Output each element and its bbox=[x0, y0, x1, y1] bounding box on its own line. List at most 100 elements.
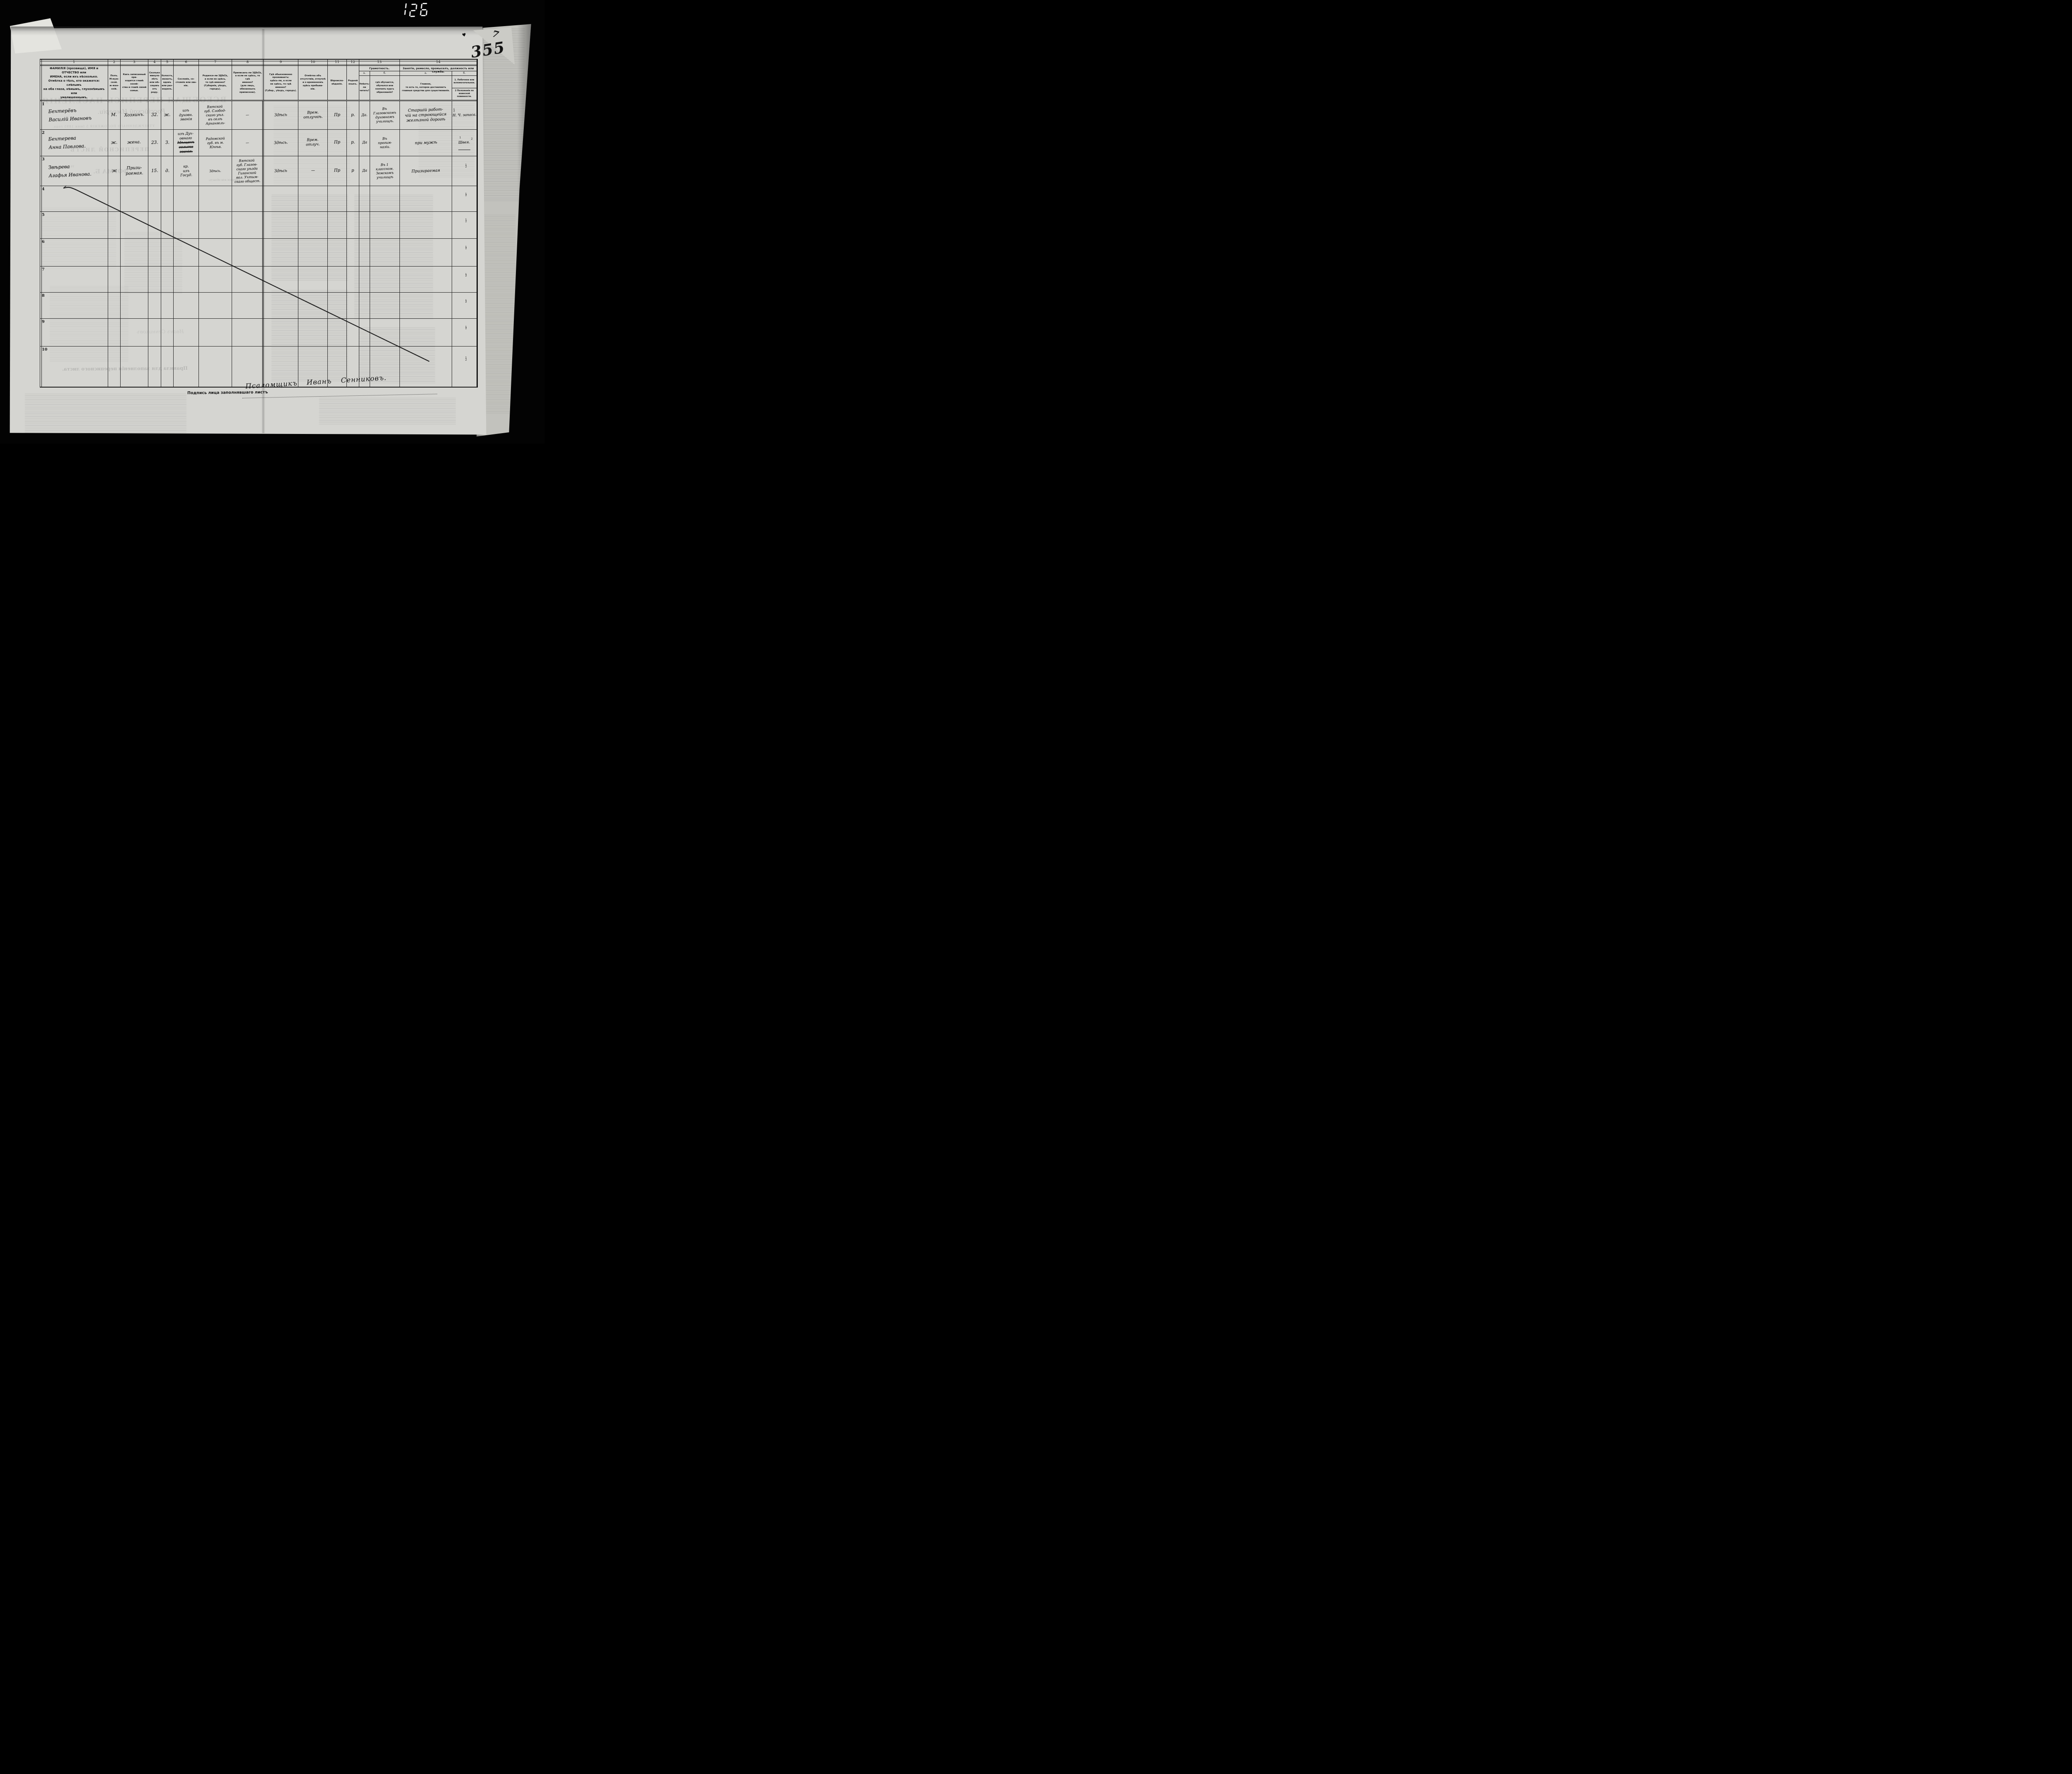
table-row-2: 2 Бехтерева Анна Павлова. ж. жена. 23. З. изъ … bbox=[40, 130, 477, 156]
counter-digit bbox=[398, 2, 407, 16]
header-col-c12: 12 Родной языкъ. bbox=[347, 60, 359, 100]
row-1-c9: Здѣсь bbox=[264, 101, 298, 129]
row-4-c1: 4 bbox=[40, 186, 108, 211]
row-number: 1 bbox=[42, 102, 45, 107]
row-10-c6 bbox=[174, 347, 199, 387]
row-3-c13b: Въ 1 классном. Земскомъ училищѣ bbox=[370, 156, 400, 186]
row-4-c13a bbox=[359, 186, 370, 211]
column-heading: Отмѣтка объ отсутствіи, отлучкѣ и о врем… bbox=[300, 75, 326, 90]
row-7-c7 bbox=[199, 267, 232, 292]
handwritten-entry: р. bbox=[351, 112, 355, 117]
handwritten-entry: Врем. отлучкѣ. bbox=[303, 110, 323, 120]
row-9-c2 bbox=[108, 319, 121, 346]
row-number: 3 bbox=[42, 157, 45, 162]
row-1-c5: ж. bbox=[161, 101, 174, 129]
row-1-c12: р. bbox=[347, 101, 359, 129]
column-group-title: Занятіе, ремесло, промыселъ, должность и… bbox=[400, 66, 477, 73]
column-number: 12 bbox=[347, 60, 359, 66]
sub-row-number: 2 bbox=[465, 300, 467, 304]
row-1-c8: — bbox=[232, 101, 264, 129]
sub-row-number: 2 bbox=[465, 358, 467, 361]
row-1-c1: 1 Бехтерёвъ Василій Ивановъ bbox=[40, 101, 108, 129]
row-9-c13b bbox=[370, 319, 400, 346]
row-2-c4: 23. bbox=[148, 130, 161, 156]
handwritten-entry: — bbox=[245, 113, 249, 117]
header-col-c4: 4 Сколько минуло лѣтъ или мѣ- сяцевъ отъ … bbox=[148, 60, 161, 100]
row-9-c1: 9 bbox=[40, 319, 108, 346]
row-5-c10 bbox=[298, 212, 328, 238]
header-group-13: 13 Грамотность. а. Умѣетъ- ли читать? б. гдѣ … bbox=[359, 60, 400, 100]
row-2-c9: Здѣсь. bbox=[264, 130, 298, 156]
census-table: 1 ФАМИЛІЯ (прозвище), ИМЯ и ОТЧЕСТВО или … bbox=[40, 59, 478, 388]
row-7-c9 bbox=[264, 267, 298, 292]
sub-row-number: 1 bbox=[465, 272, 467, 276]
row-7-c1: 7 bbox=[40, 267, 108, 292]
row-5-c13b bbox=[370, 212, 400, 238]
row-8-c3 bbox=[121, 293, 148, 318]
row-9-c8 bbox=[232, 319, 264, 346]
column-heading: Приписанъ-ли ЗДѢСЬ, а если не здѣсь, то … bbox=[233, 71, 262, 94]
row-1-c7: Вятской губ. Слобод- скаго уѣз. въ селѣ … bbox=[199, 101, 232, 129]
row-9-c10 bbox=[298, 319, 328, 346]
handwritten-entry: Бехтерёвъ Василій Ивановъ bbox=[48, 107, 92, 123]
row-7-c12 bbox=[347, 267, 359, 292]
row-2-c12: р. bbox=[347, 130, 359, 156]
row-8-c8 bbox=[232, 293, 264, 318]
row-2-c3: жена. bbox=[121, 130, 148, 156]
row-3-c3: Призи- раемая. bbox=[121, 156, 148, 186]
row-8-c10 bbox=[298, 293, 328, 318]
row-4-c11 bbox=[328, 186, 347, 211]
row-9-c4 bbox=[148, 319, 161, 346]
handwritten-entry: Здѣсь bbox=[274, 168, 288, 174]
row-1-c10: Врем. отлучкѣ. bbox=[298, 101, 328, 129]
sub-row-number: 2 bbox=[465, 327, 467, 330]
row-7-c11 bbox=[328, 267, 347, 292]
sub-row-number: 2 bbox=[465, 219, 467, 223]
microfilm-frame: ВСЕОБЩАЯ ПЕРЕПИСЬ НАСЕЛЕНІЯ Россійской И… bbox=[0, 0, 545, 444]
row-2-c14a: при мужѣ bbox=[400, 130, 452, 156]
sub-row-number: 1 bbox=[459, 136, 461, 140]
row-5-c1: 5 bbox=[40, 212, 108, 238]
column-number: 13 bbox=[359, 60, 399, 66]
counter-digit bbox=[420, 3, 428, 16]
handwritten-entry: изъ Дух-овнаго Мѣщанъ сельска званія. bbox=[177, 131, 195, 154]
row-4-c4 bbox=[148, 186, 161, 211]
row-7-c14a bbox=[400, 267, 452, 292]
row-5-c12 bbox=[347, 212, 359, 238]
column-number: 3 bbox=[121, 60, 148, 66]
column-number: 7 bbox=[199, 60, 232, 66]
row-10-c14a bbox=[400, 347, 452, 387]
header-sub-c14b: б. 1. Побочное или вспомогательное. 2 Поло… bbox=[452, 71, 477, 100]
handwritten-entry: — bbox=[311, 168, 315, 173]
row-2-c11: Пр bbox=[328, 130, 347, 156]
handwritten-entry: Врем. отлуч. bbox=[306, 138, 320, 148]
sub-column-label: б. bbox=[452, 71, 477, 76]
row-10-c12 bbox=[347, 347, 359, 387]
handwritten-entry: Вятской губ. Глазов- скаго уѣзда Гиганск… bbox=[234, 158, 261, 184]
sub-column-heading: 1. Побочное или вспомогательное. bbox=[452, 76, 477, 88]
row-3-c10: — bbox=[298, 156, 328, 186]
handwritten-entry: Здѣсь bbox=[274, 112, 288, 118]
sub-row-number: 2 bbox=[465, 247, 467, 250]
handwritten-entry: Въ прогим- назіи. bbox=[378, 136, 392, 149]
row-5-c13a bbox=[359, 212, 370, 238]
row-2-c8: — bbox=[232, 130, 264, 156]
row-4-c2 bbox=[108, 186, 121, 211]
row-4-c8 bbox=[232, 186, 264, 211]
row-number: 9 bbox=[42, 320, 45, 324]
column-number: 8 bbox=[232, 60, 263, 66]
handwritten-entry: 32. bbox=[151, 112, 158, 118]
handwritten-entry: Да bbox=[362, 168, 367, 173]
row-6-c9 bbox=[264, 239, 298, 266]
handwritten-entry: жена. bbox=[127, 140, 141, 145]
row-9-c11 bbox=[328, 319, 347, 346]
handwritten-entry: Вятской губ. Слобод- скаго уѣз. въ селѣ … bbox=[204, 104, 226, 126]
sub-row-number: 1 bbox=[465, 325, 467, 329]
column-number: 6 bbox=[174, 60, 198, 66]
handwritten-entry: Пр bbox=[334, 140, 341, 145]
